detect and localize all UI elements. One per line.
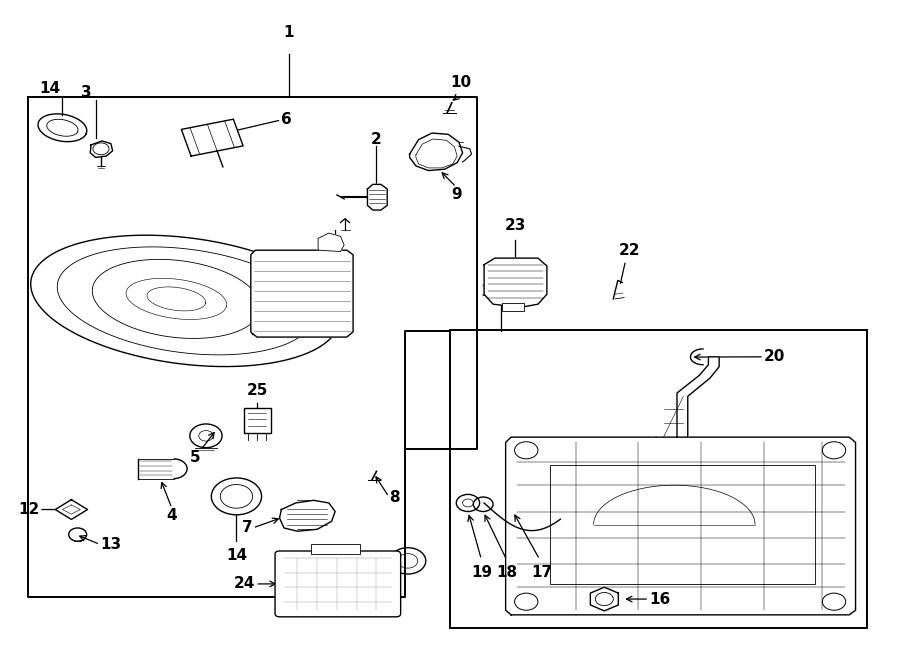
Polygon shape	[90, 141, 112, 157]
Polygon shape	[367, 184, 387, 210]
Bar	[244, 408, 271, 432]
Polygon shape	[318, 233, 344, 252]
Text: 20: 20	[764, 349, 786, 364]
Text: 6: 6	[282, 112, 292, 128]
Text: 17: 17	[531, 565, 552, 580]
Bar	[450, 330, 868, 628]
Bar	[502, 303, 525, 311]
Text: 14: 14	[226, 548, 247, 563]
Text: 8: 8	[389, 490, 400, 504]
Polygon shape	[55, 500, 87, 520]
Text: 11: 11	[325, 244, 346, 258]
Bar	[551, 465, 815, 584]
Polygon shape	[484, 258, 547, 307]
Bar	[310, 545, 360, 555]
Text: 15: 15	[480, 284, 501, 299]
Text: 14: 14	[40, 81, 60, 96]
Text: 19: 19	[471, 565, 492, 580]
Text: 16: 16	[649, 592, 670, 607]
Text: 5: 5	[190, 450, 201, 465]
Text: 18: 18	[496, 565, 518, 580]
Text: 7: 7	[242, 520, 253, 535]
Text: 12: 12	[18, 502, 39, 517]
Polygon shape	[182, 119, 243, 156]
Text: 9: 9	[451, 187, 462, 202]
Text: 13: 13	[100, 537, 122, 552]
Polygon shape	[251, 251, 353, 337]
FancyBboxPatch shape	[275, 551, 400, 617]
Polygon shape	[656, 357, 719, 437]
Text: 3: 3	[81, 85, 92, 100]
Polygon shape	[506, 437, 856, 615]
Polygon shape	[410, 133, 463, 171]
Text: 25: 25	[247, 383, 268, 399]
Text: 4: 4	[166, 508, 177, 524]
Polygon shape	[280, 500, 335, 531]
Text: 2: 2	[371, 132, 382, 147]
Text: 24: 24	[234, 576, 256, 592]
Text: 22: 22	[618, 243, 640, 258]
Text: 1: 1	[284, 25, 293, 40]
Text: 10: 10	[450, 75, 472, 91]
Text: 23: 23	[505, 218, 526, 233]
Text: 21: 21	[353, 563, 374, 578]
Polygon shape	[590, 587, 618, 611]
